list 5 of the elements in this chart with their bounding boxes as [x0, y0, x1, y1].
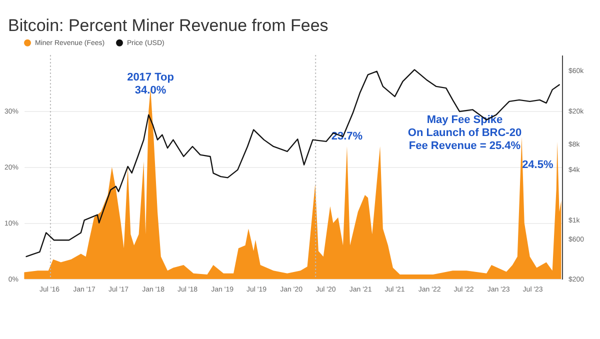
chart-title: Bitcoin: Percent Miner Revenue from Fees [8, 16, 328, 35]
annotation: 24.5% [522, 158, 554, 171]
annotation: 2017 Top 34.0% [127, 72, 174, 97]
annotation: 23.7% [331, 130, 363, 142]
line-series [26, 69, 560, 258]
